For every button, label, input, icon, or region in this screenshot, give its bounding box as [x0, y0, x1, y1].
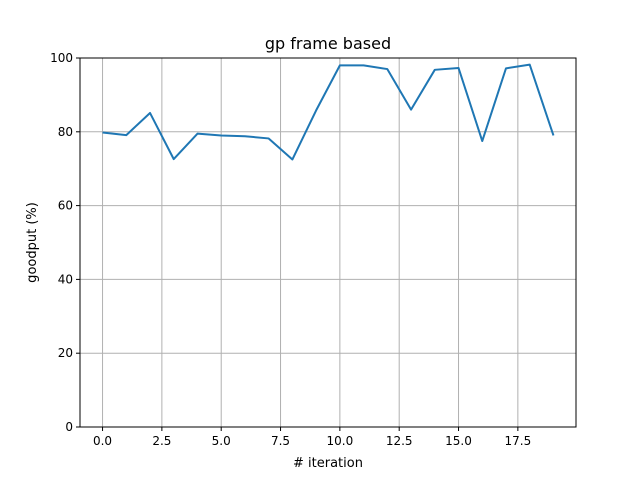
x-tick-label: 15.0: [445, 434, 472, 448]
y-axis-label: goodput (%): [25, 202, 40, 283]
x-axis-ticks: 0.0 2.5 5.0 7.5 10.0 12.5 15.0 17.5: [93, 427, 531, 448]
x-tick-label: 5.0: [212, 434, 231, 448]
x-tick-label: 12.5: [386, 434, 413, 448]
y-axis-ticks: 0 20 40 60 80 100: [50, 51, 80, 434]
y-tick-label: 40: [58, 272, 73, 286]
y-tick-label: 20: [58, 346, 73, 360]
x-axis-label: # iteration: [293, 456, 363, 471]
y-tick-label: 100: [50, 51, 73, 65]
plot-frame: [79, 57, 577, 428]
series-layer: [102, 63, 555, 161]
y-tick-label: 60: [58, 199, 73, 213]
y-tick-label: 0: [65, 420, 73, 434]
series-line: [102, 63, 555, 161]
x-tick-label: 7.5: [271, 434, 290, 448]
x-tick-label: 17.5: [504, 434, 531, 448]
chart-title: gp frame based: [265, 34, 391, 53]
x-tick-label: 0.0: [93, 434, 112, 448]
x-tick-label: 2.5: [152, 434, 171, 448]
x-tick-label: 10.0: [327, 434, 354, 448]
y-tick-label: 80: [58, 125, 73, 139]
